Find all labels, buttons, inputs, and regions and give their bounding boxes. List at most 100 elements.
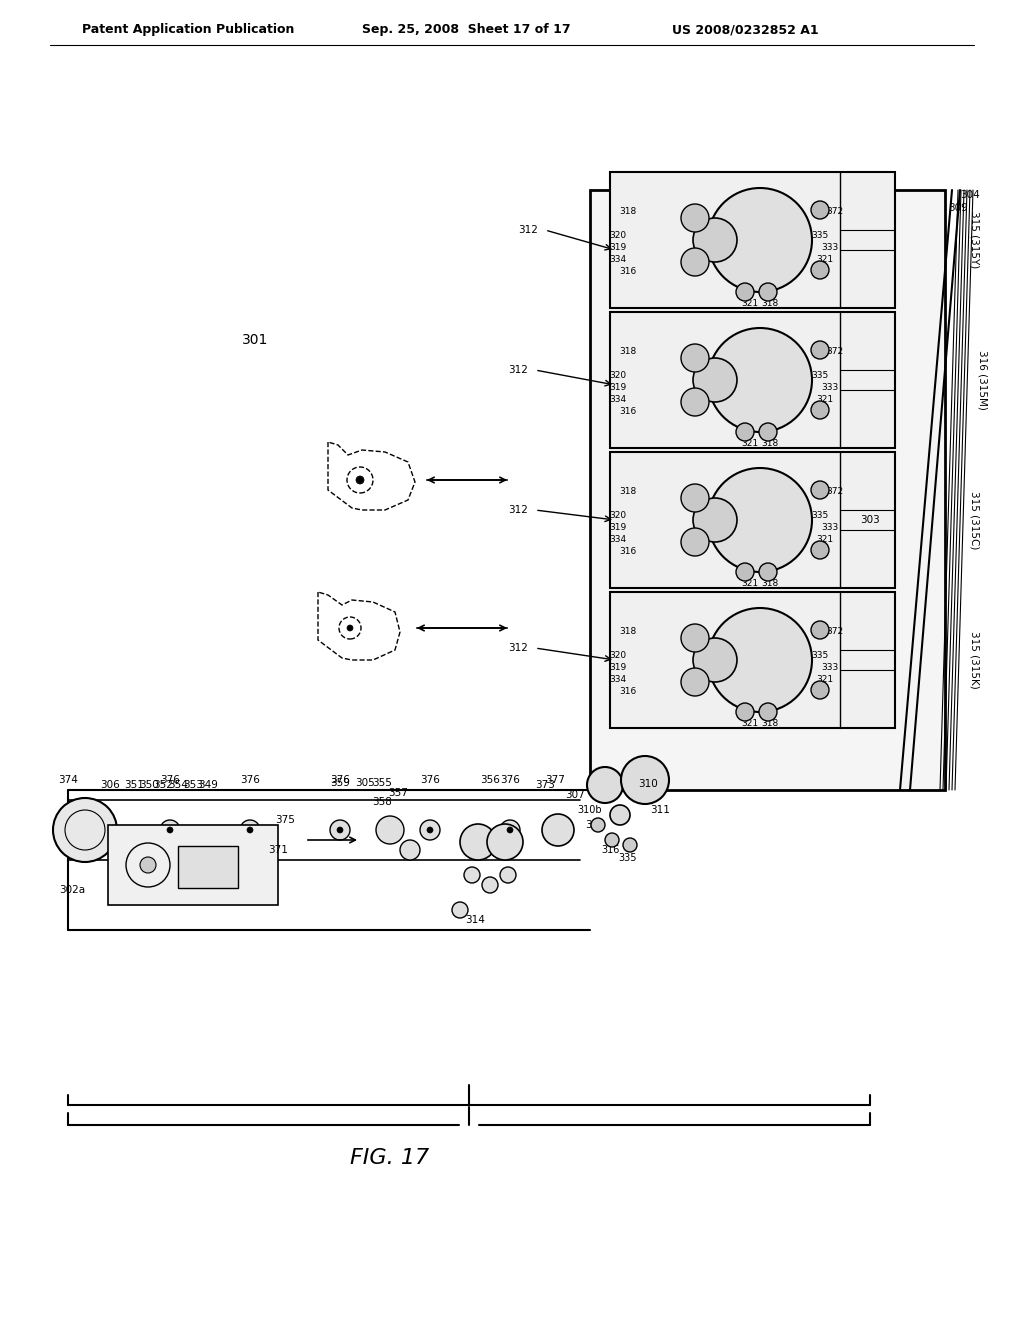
Circle shape bbox=[681, 388, 709, 416]
Text: 335: 335 bbox=[811, 511, 828, 520]
Circle shape bbox=[693, 218, 737, 261]
Text: 316: 316 bbox=[620, 688, 637, 697]
Circle shape bbox=[811, 620, 829, 639]
Text: 372: 372 bbox=[826, 627, 844, 636]
Circle shape bbox=[811, 541, 829, 558]
Circle shape bbox=[759, 564, 777, 581]
Circle shape bbox=[500, 820, 520, 840]
Text: 333: 333 bbox=[821, 664, 839, 672]
Text: 321: 321 bbox=[816, 536, 834, 544]
Text: 349: 349 bbox=[198, 780, 218, 789]
Text: 359: 359 bbox=[330, 777, 350, 788]
Text: 335: 335 bbox=[618, 853, 637, 863]
Text: 355: 355 bbox=[372, 777, 392, 788]
Circle shape bbox=[811, 201, 829, 219]
Circle shape bbox=[736, 422, 754, 441]
Text: 318: 318 bbox=[620, 347, 637, 356]
Text: 372: 372 bbox=[826, 207, 844, 216]
Text: 320: 320 bbox=[609, 231, 627, 239]
Text: 321: 321 bbox=[816, 676, 834, 685]
Circle shape bbox=[693, 638, 737, 682]
Circle shape bbox=[587, 767, 623, 803]
Circle shape bbox=[240, 820, 260, 840]
Circle shape bbox=[400, 840, 420, 861]
Text: 373: 373 bbox=[536, 780, 555, 789]
Text: 305: 305 bbox=[355, 777, 375, 788]
Text: 376: 376 bbox=[240, 775, 260, 785]
Text: 304: 304 bbox=[961, 190, 980, 201]
Text: 315 (315C): 315 (315C) bbox=[970, 491, 980, 549]
Text: 318: 318 bbox=[762, 438, 778, 447]
Text: 333: 333 bbox=[821, 524, 839, 532]
Bar bbox=[610, 172, 895, 308]
Circle shape bbox=[681, 345, 709, 372]
Circle shape bbox=[736, 282, 754, 301]
Circle shape bbox=[681, 668, 709, 696]
Bar bbox=[108, 825, 278, 906]
Text: 371: 371 bbox=[268, 845, 288, 855]
Circle shape bbox=[736, 564, 754, 581]
Circle shape bbox=[811, 401, 829, 418]
Text: Sep. 25, 2008  Sheet 17 of 17: Sep. 25, 2008 Sheet 17 of 17 bbox=[362, 24, 570, 37]
Text: 320: 320 bbox=[609, 511, 627, 520]
Text: 334: 334 bbox=[609, 256, 627, 264]
Circle shape bbox=[693, 358, 737, 403]
Text: 335: 335 bbox=[811, 651, 828, 660]
Circle shape bbox=[811, 681, 829, 700]
Text: 321: 321 bbox=[741, 718, 759, 727]
Circle shape bbox=[681, 528, 709, 556]
Text: 318: 318 bbox=[620, 627, 637, 636]
Text: 318: 318 bbox=[620, 487, 637, 496]
Text: 353: 353 bbox=[183, 780, 203, 789]
Circle shape bbox=[337, 828, 343, 833]
Text: 352: 352 bbox=[153, 780, 173, 789]
Circle shape bbox=[693, 498, 737, 543]
Text: 376: 376 bbox=[420, 775, 440, 785]
Text: 358: 358 bbox=[372, 797, 392, 807]
Text: 315 (315Y): 315 (315Y) bbox=[970, 211, 980, 269]
Circle shape bbox=[811, 261, 829, 279]
Circle shape bbox=[591, 818, 605, 832]
Circle shape bbox=[736, 704, 754, 721]
Text: 376: 376 bbox=[330, 775, 350, 785]
Circle shape bbox=[347, 624, 353, 631]
Text: 311: 311 bbox=[650, 805, 670, 814]
Circle shape bbox=[160, 820, 180, 840]
Text: 375: 375 bbox=[275, 814, 295, 825]
Text: 310b: 310b bbox=[578, 805, 602, 814]
Text: 309: 309 bbox=[948, 203, 968, 213]
Text: US 2008/0232852 A1: US 2008/0232852 A1 bbox=[672, 24, 818, 37]
Bar bbox=[178, 846, 238, 888]
Circle shape bbox=[759, 282, 777, 301]
Text: 356: 356 bbox=[480, 775, 500, 785]
Text: 376: 376 bbox=[500, 775, 520, 785]
Text: 357: 357 bbox=[388, 788, 408, 799]
Circle shape bbox=[427, 828, 433, 833]
Circle shape bbox=[610, 805, 630, 825]
Text: 335: 335 bbox=[811, 231, 828, 239]
Text: 333: 333 bbox=[821, 384, 839, 392]
Circle shape bbox=[708, 609, 812, 711]
Circle shape bbox=[542, 814, 574, 846]
Bar bbox=[590, 190, 945, 789]
Circle shape bbox=[759, 422, 777, 441]
Text: 315 (315K): 315 (315K) bbox=[970, 631, 980, 689]
Text: 312: 312 bbox=[508, 506, 528, 515]
Text: 320: 320 bbox=[609, 651, 627, 660]
Circle shape bbox=[811, 341, 829, 359]
Text: 319: 319 bbox=[609, 664, 627, 672]
Circle shape bbox=[140, 857, 156, 873]
Text: 318: 318 bbox=[762, 298, 778, 308]
Circle shape bbox=[53, 799, 117, 862]
Circle shape bbox=[708, 327, 812, 432]
Text: 318: 318 bbox=[620, 207, 637, 216]
Text: 312: 312 bbox=[508, 643, 528, 653]
Circle shape bbox=[681, 624, 709, 652]
Circle shape bbox=[167, 828, 173, 833]
Text: 350: 350 bbox=[139, 780, 159, 789]
Circle shape bbox=[811, 480, 829, 499]
Circle shape bbox=[482, 876, 498, 894]
Circle shape bbox=[708, 469, 812, 572]
Text: 351: 351 bbox=[124, 780, 144, 789]
Text: 310: 310 bbox=[638, 779, 657, 789]
